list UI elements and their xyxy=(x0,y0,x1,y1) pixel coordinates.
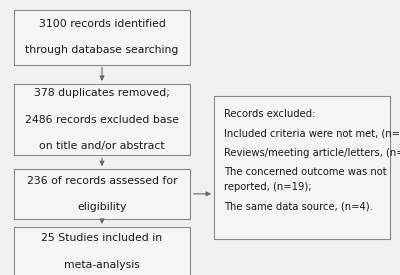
Text: 378 duplicates removed;

2486 records excluded base

on title and/or abstract: 378 duplicates removed; 2486 records exc… xyxy=(25,88,179,151)
Bar xyxy=(14,227,190,275)
Bar xyxy=(14,84,190,155)
Text: 236 of records assessed for

eligibility: 236 of records assessed for eligibility xyxy=(27,176,177,212)
Text: The concerned outcome was not: The concerned outcome was not xyxy=(224,167,387,177)
Text: 25 Studies included in

meta-analysis: 25 Studies included in meta-analysis xyxy=(42,233,162,270)
Text: reported, (n=19);: reported, (n=19); xyxy=(224,182,312,192)
Bar xyxy=(214,96,390,239)
Text: Reviews/meeting article/letters, (n=32);: Reviews/meeting article/letters, (n=32); xyxy=(224,148,400,158)
Text: Included criteria were not met, (n=156);: Included criteria were not met, (n=156); xyxy=(224,128,400,138)
Text: The same data source, (n=4).: The same data source, (n=4). xyxy=(224,202,373,211)
Text: 3100 records identified

through database searching: 3100 records identified through database… xyxy=(25,19,179,55)
Text: Records excluded:: Records excluded: xyxy=(224,109,315,119)
Bar xyxy=(14,10,190,65)
Bar xyxy=(14,169,190,219)
